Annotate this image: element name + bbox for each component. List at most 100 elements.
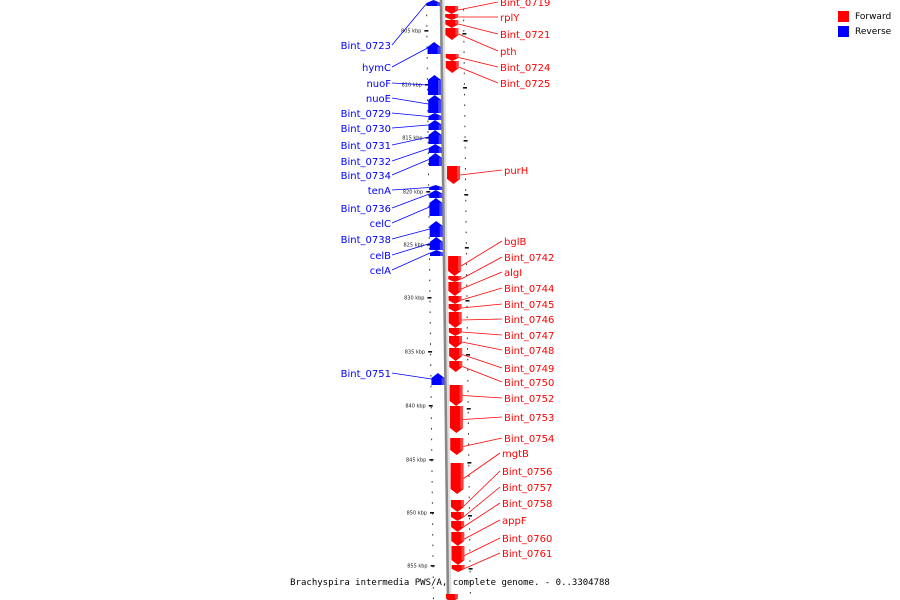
- legend-item-reverse[interactable]: Reverse: [838, 24, 891, 39]
- forward-gene[interactable]: [445, 594, 458, 600]
- gene-label-bint-0744[interactable]: Bint_0744: [504, 284, 554, 295]
- forward-gene[interactable]: [449, 361, 463, 372]
- gene-label-bint-0760[interactable]: Bint_0760: [502, 534, 552, 545]
- forward-gene[interactable]: [448, 276, 462, 282]
- forward-gene[interactable]: [451, 532, 465, 546]
- forward-gene[interactable]: [445, 61, 459, 73]
- connector-bint-0729: [391, 112, 429, 117]
- forward-gene[interactable]: [451, 546, 465, 565]
- gene-label-bint-0729[interactable]: Bint_0729: [341, 109, 391, 120]
- forward-gene[interactable]: [448, 282, 462, 296]
- gene-label-bint-0758[interactable]: Bint_0758: [502, 499, 552, 510]
- gene-label-bint-0750[interactable]: Bint_0750: [504, 378, 554, 389]
- gene-label-bint-0736[interactable]: Bint_0736: [341, 204, 391, 215]
- forward-gene[interactable]: [449, 348, 463, 361]
- minor-tick: [469, 560, 471, 562]
- gene-shade: [461, 532, 465, 541]
- gene-label-tena[interactable]: tenA: [368, 186, 391, 197]
- reverse-gene[interactable]: [429, 250, 443, 256]
- gene-label-bint-0757[interactable]: Bint_0757: [502, 483, 552, 494]
- gene-label-bint-0734[interactable]: Bint_0734: [341, 171, 391, 182]
- gene-label-bint-0752[interactable]: Bint_0752: [504, 394, 554, 405]
- forward-gene[interactable]: [449, 406, 463, 433]
- gene-label-bint-0725[interactable]: Bint_0725: [500, 79, 550, 90]
- forward-gene[interactable]: [445, 6, 459, 14]
- reverse-gene[interactable]: [428, 113, 442, 120]
- gene-label-celc[interactable]: celC: [370, 219, 391, 230]
- gene-label-bint-0738[interactable]: Bint_0738: [341, 235, 391, 246]
- gene-label-bint-0753[interactable]: Bint_0753: [504, 413, 554, 424]
- forward-gene[interactable]: [448, 336, 462, 348]
- forward-gene[interactable]: [448, 312, 462, 328]
- reverse-gene[interactable]: [429, 190, 443, 198]
- gene-shade: [441, 378, 445, 385]
- legend-item-forward[interactable]: Forward: [838, 9, 891, 24]
- forward-gene[interactable]: [447, 166, 461, 184]
- gene-label-bglb[interactable]: bglB: [504, 237, 526, 248]
- reverse-gene[interactable]: [431, 373, 445, 385]
- forward-gene[interactable]: [450, 438, 464, 455]
- forward-gene[interactable]: [450, 463, 464, 494]
- gene-label-bint-0732[interactable]: Bint_0732: [341, 157, 391, 168]
- forward-gene[interactable]: [445, 28, 459, 40]
- gene-label-bint-0749[interactable]: Bint_0749: [504, 364, 554, 375]
- forward-gene[interactable]: [448, 328, 462, 336]
- gene-label-algi[interactable]: algI: [504, 268, 522, 279]
- gene-label-bint-0747[interactable]: Bint_0747: [504, 331, 554, 342]
- reverse-gene[interactable]: [427, 0, 441, 6]
- minor-tick: [465, 252, 467, 255]
- gene-shade: [457, 166, 461, 179]
- gene-label-pth[interactable]: pth: [500, 47, 517, 58]
- gene-label-bint-0751[interactable]: Bint_0751: [341, 369, 391, 380]
- gene-label-bint-0748[interactable]: Bint_0748: [504, 346, 554, 357]
- reverse-gene[interactable]: [428, 144, 442, 153]
- forward-gene[interactable]: [451, 521, 465, 532]
- reverse-gene[interactable]: [429, 237, 443, 250]
- forward-gene[interactable]: [445, 54, 459, 61]
- gene-label-bint-0719[interactable]: Bint_0719: [500, 0, 550, 9]
- gene-label-purh[interactable]: purH: [504, 166, 528, 177]
- forward-gene[interactable]: [445, 14, 459, 20]
- reverse-gene[interactable]: [428, 130, 442, 144]
- gene-shade: [455, 61, 459, 68]
- gene-label-rply[interactable]: rplY: [500, 13, 520, 24]
- gene-label-nuoe[interactable]: nuoE: [366, 94, 391, 105]
- forward-gene[interactable]: [448, 256, 462, 276]
- gene-label-cela[interactable]: celA: [370, 266, 391, 277]
- gene-label-appf[interactable]: appF: [502, 516, 527, 527]
- gene-label-bint-0721[interactable]: Bint_0721: [500, 30, 550, 41]
- connector-bint-0738: [391, 228, 430, 240]
- reverse-gene[interactable]: [429, 221, 443, 237]
- forward-gene[interactable]: [445, 20, 459, 28]
- gene-label-bint-0742[interactable]: Bint_0742: [504, 253, 554, 264]
- gene-label-bint-0756[interactable]: Bint_0756: [502, 467, 552, 478]
- reverse-gene[interactable]: [427, 42, 441, 54]
- forward-gene[interactable]: [451, 565, 465, 572]
- reverse-gene[interactable]: [428, 95, 442, 113]
- tick-label: 820 kbp: [403, 190, 423, 196]
- forward-gene[interactable]: [451, 512, 465, 521]
- gene-label-bint-0754[interactable]: Bint_0754: [504, 434, 554, 445]
- reverse-gene[interactable]: [429, 185, 443, 190]
- gene-label-bint-0723[interactable]: Bint_0723: [341, 41, 391, 52]
- gene-label-bint-0724[interactable]: Bint_0724: [500, 63, 550, 74]
- gene-label-celb[interactable]: celB: [370, 251, 391, 262]
- tick-label: 835 kbp: [405, 350, 425, 356]
- reverse-gene[interactable]: [428, 153, 442, 166]
- gene-label-bint-0746[interactable]: Bint_0746: [504, 315, 554, 326]
- forward-gene[interactable]: [448, 296, 462, 304]
- forward-gene[interactable]: [448, 304, 462, 312]
- reverse-gene[interactable]: [428, 120, 442, 130]
- gene-label-mgtb[interactable]: mgtB: [502, 449, 529, 460]
- forward-gene[interactable]: [450, 500, 464, 512]
- forward-gene[interactable]: [449, 385, 463, 406]
- gene-label-bint-0761[interactable]: Bint_0761: [502, 549, 552, 560]
- gene-label-bint-0731[interactable]: Bint_0731: [341, 141, 391, 152]
- reverse-gene[interactable]: [427, 75, 441, 95]
- gene-label-bint-0745[interactable]: Bint_0745: [504, 300, 554, 311]
- gene-label-hymc[interactable]: hymC: [362, 63, 391, 74]
- reverse-gene[interactable]: [429, 198, 443, 216]
- gene-label-nuof[interactable]: nuoF: [366, 79, 391, 90]
- connector-appf: [464, 519, 501, 540]
- gene-label-bint-0730[interactable]: Bint_0730: [341, 124, 391, 135]
